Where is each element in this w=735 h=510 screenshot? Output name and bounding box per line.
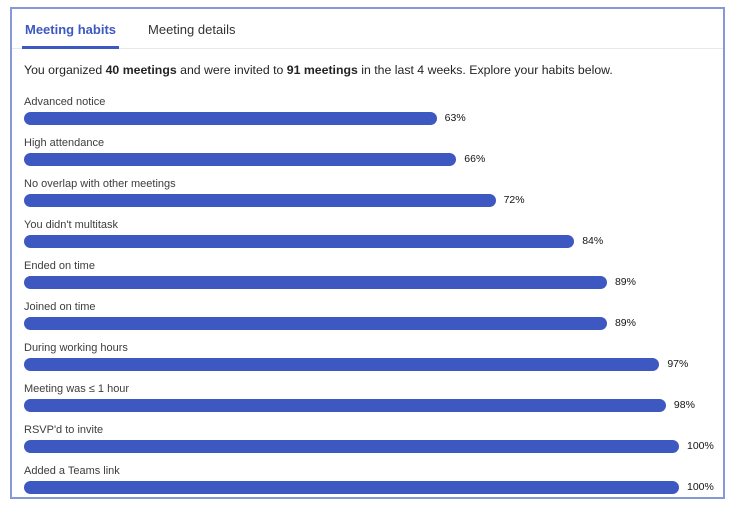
bar-line: 89% xyxy=(24,275,711,289)
invited-count: 91 meetings xyxy=(286,63,358,77)
habits-chart: Advanced notice 63% High attendance 66% … xyxy=(12,79,723,494)
habit-row: Advanced notice 63% xyxy=(24,96,711,125)
habit-label: Advanced notice xyxy=(24,95,106,108)
habit-percentage: 100% xyxy=(687,481,714,494)
habit-bar xyxy=(24,398,666,412)
habit-label: Ended on time xyxy=(24,259,95,272)
bar-line: 72% xyxy=(24,193,711,207)
habit-bar xyxy=(24,439,679,453)
habit-label: You didn't multitask xyxy=(24,218,119,231)
habit-bar xyxy=(24,152,457,166)
summary-text: You organized 40 meetings and were invit… xyxy=(12,49,723,79)
meeting-habits-card: Meeting habits Meeting details You organ… xyxy=(10,7,725,499)
habit-bar xyxy=(24,316,607,330)
habit-percentage: 97% xyxy=(667,358,689,371)
habit-percentage: 66% xyxy=(464,153,486,166)
habit-label: During working hours xyxy=(24,341,128,354)
habit-bar xyxy=(24,193,496,207)
habit-percentage: 89% xyxy=(614,317,636,330)
habit-bar xyxy=(24,275,607,289)
habit-bar xyxy=(24,111,437,125)
summary-post: in the last 4 weeks. Explore your habits… xyxy=(357,63,613,77)
habit-label: High attendance xyxy=(24,136,105,149)
tabstrip: Meeting habits Meeting details xyxy=(12,9,723,49)
habit-bar xyxy=(24,234,575,248)
habit-row: Meeting was ≤ 1 hour 98% xyxy=(24,383,711,412)
habit-row: Ended on time 89% xyxy=(24,260,711,289)
bar-line: 66% xyxy=(24,152,711,166)
habit-row: No overlap with other meetings 72% xyxy=(24,178,711,207)
habit-row: Joined on time 89% xyxy=(24,301,711,330)
habit-row: High attendance 66% xyxy=(24,137,711,166)
habit-label: Meeting was ≤ 1 hour xyxy=(24,382,130,395)
habit-percentage: 84% xyxy=(582,235,604,248)
tab-meeting-details[interactable]: Meeting details xyxy=(148,22,236,37)
habit-label: RSVP'd to invite xyxy=(24,423,104,436)
habit-row: During working hours 97% xyxy=(24,342,711,371)
habit-percentage: 98% xyxy=(673,399,695,412)
habit-bar xyxy=(24,480,679,494)
bar-line: 84% xyxy=(24,234,711,248)
summary-mid: and were invited to xyxy=(176,63,287,77)
habit-percentage: 72% xyxy=(503,194,525,207)
bar-line: 98% xyxy=(24,398,711,412)
habit-bar xyxy=(24,357,660,371)
bar-line: 97% xyxy=(24,357,711,371)
habit-percentage: 63% xyxy=(444,112,466,125)
habit-row: You didn't multitask 84% xyxy=(24,219,711,248)
habit-row: Added a Teams link 100% xyxy=(24,464,714,494)
bar-line: 89% xyxy=(24,316,711,330)
habit-label: Added a Teams link xyxy=(24,464,120,477)
bar-line: 100% xyxy=(24,439,714,453)
habit-label: Joined on time xyxy=(24,300,96,313)
habit-row: RSVP'd to invite 100% xyxy=(24,423,714,453)
habit-percentage: 100% xyxy=(687,440,714,453)
bar-line: 100% xyxy=(24,480,714,494)
tab-meeting-habits[interactable]: Meeting habits xyxy=(22,9,120,49)
bar-line: 63% xyxy=(24,111,711,125)
summary-pre: You organized xyxy=(24,63,106,77)
habit-percentage: 89% xyxy=(614,276,636,289)
organized-count: 40 meetings xyxy=(105,63,177,77)
habit-label: No overlap with other meetings xyxy=(24,177,176,190)
